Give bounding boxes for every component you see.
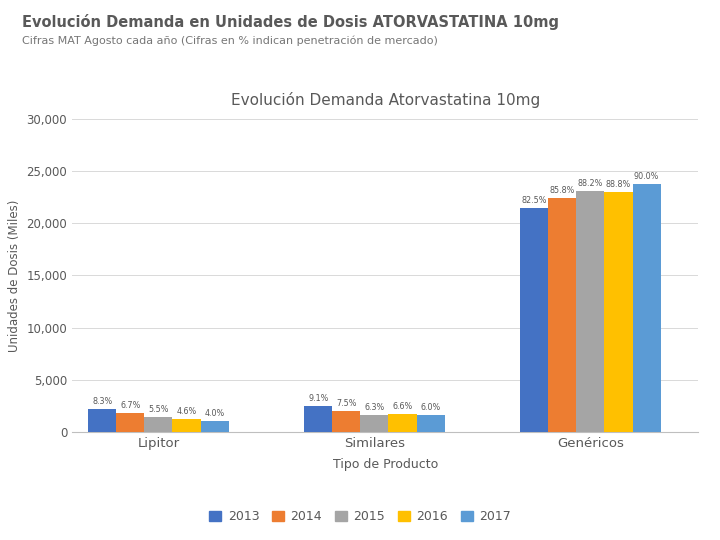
Bar — [633, 184, 660, 432]
Bar — [173, 419, 200, 432]
X-axis label: Tipo de Producto: Tipo de Producto — [333, 458, 438, 471]
Bar — [333, 411, 361, 432]
Text: 88.2%: 88.2% — [577, 179, 603, 188]
Bar — [88, 409, 116, 432]
Text: 85.8%: 85.8% — [549, 186, 575, 195]
Text: 6.7%: 6.7% — [120, 401, 140, 410]
Bar — [361, 415, 389, 432]
Text: 4.6%: 4.6% — [176, 407, 197, 416]
Text: 8.3%: 8.3% — [92, 397, 112, 406]
Bar — [604, 192, 632, 432]
Bar — [304, 407, 333, 432]
Bar — [576, 191, 604, 432]
Text: 7.5%: 7.5% — [336, 400, 356, 408]
Text: 82.5%: 82.5% — [521, 195, 547, 205]
Text: 90.0%: 90.0% — [634, 172, 660, 180]
Legend: 2013, 2014, 2015, 2016, 2017: 2013, 2014, 2015, 2016, 2017 — [204, 505, 516, 528]
Text: 6.6%: 6.6% — [392, 402, 413, 411]
Bar — [549, 198, 576, 432]
Y-axis label: Unidades de Dosis (Miles): Unidades de Dosis (Miles) — [8, 199, 21, 352]
Text: Evolución Demanda en Unidades de Dosis ATORVASTATINA 10mg: Evolución Demanda en Unidades de Dosis A… — [22, 14, 559, 30]
Text: Cifras MAT Agosto cada año (Cifras en % indican penetración de mercado): Cifras MAT Agosto cada año (Cifras en % … — [22, 35, 438, 45]
Bar — [389, 414, 416, 432]
Text: 88.8%: 88.8% — [606, 180, 631, 189]
Bar — [117, 413, 145, 432]
Text: 5.5%: 5.5% — [148, 404, 168, 414]
Bar — [144, 416, 173, 432]
Text: 6.0%: 6.0% — [420, 403, 441, 413]
Bar — [416, 415, 445, 432]
Text: 9.1%: 9.1% — [308, 395, 328, 403]
Text: 6.3%: 6.3% — [364, 403, 384, 412]
Bar — [200, 421, 229, 432]
Title: Evolución Demanda Atorvastatina 10mg: Evolución Demanda Atorvastatina 10mg — [230, 92, 540, 108]
Text: 4.0%: 4.0% — [204, 409, 225, 417]
Bar — [520, 207, 548, 432]
